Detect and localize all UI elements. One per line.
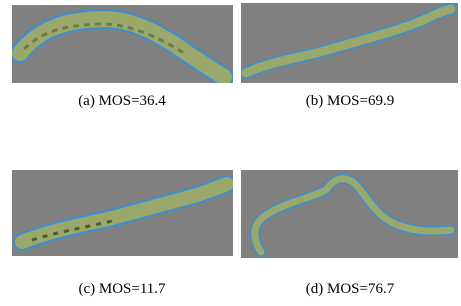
figure: (a) MOS=36.4 (b) MOS=69.9 (c) MOS=11.7 (… (0, 0, 461, 306)
caption: (d) MOS=76.7 (240, 281, 460, 298)
caption: (b) MOS=69.9 (240, 93, 460, 110)
panel-image (12, 170, 233, 256)
caption: (c) MOS=11.7 (12, 281, 232, 298)
panel-image (12, 5, 233, 83)
caption: (a) MOS=36.4 (12, 93, 232, 110)
panel-image (241, 3, 458, 83)
panel-image (241, 170, 458, 258)
